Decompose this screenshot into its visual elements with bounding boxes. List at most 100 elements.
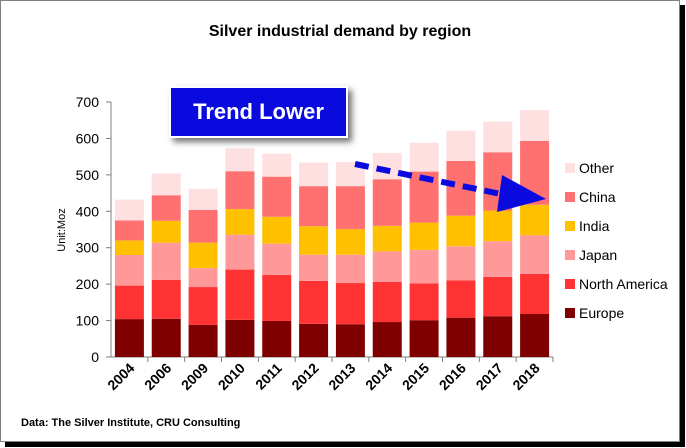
legend-swatch-japan (565, 250, 575, 260)
bar-segment-north-america (335, 283, 365, 325)
bar-segment-india (299, 226, 329, 255)
legend-label-india: India (579, 218, 610, 234)
bar-segment-other (262, 153, 292, 177)
bar-segment-china (335, 186, 365, 230)
bar-segment-europe (372, 322, 402, 357)
bar-segment-india (262, 216, 292, 244)
bar-segment-europe (151, 318, 181, 357)
bar-segment-india (446, 215, 476, 247)
bar-segment-japan (225, 234, 255, 270)
trend-arrow-line (354, 161, 502, 197)
bar-segment-other (409, 142, 439, 172)
y-axis-label: Unit:Moz (56, 208, 68, 251)
legend-swatch-india (565, 221, 575, 231)
chart-title: Silver industrial demand by region (208, 23, 472, 40)
bar-segment-japan (520, 235, 550, 274)
trend-callout: Trend Lower (169, 86, 348, 138)
y-tick-label: 300 (76, 240, 100, 256)
bar-segment-china (262, 176, 292, 217)
bar-segment-europe (446, 317, 476, 357)
bar-segment-europe (262, 320, 292, 357)
bar-segment-europe (225, 319, 255, 357)
x-tick-label: 2013 (325, 360, 358, 393)
bar-segment-other (151, 173, 181, 196)
trend-arrow (354, 161, 546, 212)
bar-segment-japan (262, 243, 292, 276)
bar-segment-north-america (188, 287, 218, 325)
bar-segment-china (151, 195, 181, 221)
bar-segment-other (299, 162, 329, 187)
bar-segment-north-america (483, 276, 513, 317)
bar-segment-china (372, 179, 402, 226)
x-tick-label: 2015 (399, 360, 432, 393)
legend-label-china: China (579, 189, 616, 205)
bar-segment-japan (188, 268, 218, 288)
y-tick-label: 100 (76, 313, 100, 329)
bar-segment-europe (188, 324, 218, 357)
bar-segment-china (114, 220, 144, 241)
bar-segment-other (225, 148, 255, 172)
bar-segment-japan (299, 254, 329, 281)
bar-segment-japan (409, 249, 439, 284)
legend-label-europe: Europe (579, 305, 624, 321)
x-tick-label: 2011 (252, 360, 285, 393)
legend-label-japan: Japan (579, 247, 617, 263)
x-tick-label: 2017 (473, 360, 506, 393)
bar-segment-europe (483, 316, 513, 357)
bar-segment-japan (483, 241, 513, 277)
legend: Other China India Japan North America Europe (565, 160, 668, 321)
bar-segment-india (188, 242, 218, 269)
y-tick-label: 400 (76, 203, 100, 219)
bar-segment-india (409, 222, 439, 250)
bar-segment-china (299, 186, 329, 227)
bar-segment-other (114, 199, 144, 221)
x-tick-label: 2012 (288, 360, 321, 393)
x-tick-label: 2009 (178, 360, 211, 393)
bar-segment-north-america (299, 280, 329, 324)
chart-frame: Silver industrial demand by region 0 100 2… (0, 0, 680, 442)
bar-segment-europe (409, 320, 439, 357)
bar-segment-japan (372, 251, 402, 282)
legend-label-north-america: North America (579, 276, 668, 292)
bar-segment-europe (114, 319, 144, 357)
y-tick-label: 200 (76, 276, 100, 292)
legend-swatch-china (565, 192, 575, 202)
x-tick-label: 2006 (141, 360, 174, 393)
legend-swatch-north-america (565, 279, 575, 289)
bars (114, 110, 550, 357)
bar-segment-india (335, 229, 365, 255)
legend-swatch-other (565, 163, 575, 173)
bar-segment-north-america (409, 283, 439, 321)
bar-segment-north-america (446, 280, 476, 318)
bar-segment-europe (335, 324, 365, 357)
bar-segment-north-america (114, 285, 144, 320)
x-tick-label: 2004 (104, 360, 137, 393)
y-tick-label: 0 (91, 349, 99, 365)
bar-segment-japan (151, 242, 181, 280)
trend-arrow-head (497, 175, 546, 212)
bar-segment-india (520, 204, 550, 236)
bar-segment-india (151, 220, 181, 243)
bar-segment-north-america (225, 269, 255, 320)
bar-segment-north-america (520, 273, 550, 315)
bar-segment-other (520, 110, 550, 141)
bar-segment-north-america (262, 275, 292, 321)
bar-segment-japan (114, 255, 144, 286)
bar-segment-japan (335, 254, 365, 284)
bar-segment-india (114, 240, 144, 255)
bar-segment-other (446, 130, 476, 162)
legend-label-other: Other (579, 160, 614, 176)
bar-segment-japan (446, 246, 476, 281)
source-note: Data: The Silver Institute, CRU Consulti… (21, 417, 241, 429)
y-tick-label: 500 (76, 167, 100, 183)
x-tick-label: 2014 (362, 360, 395, 393)
x-tick-label: 2018 (509, 360, 542, 393)
bar-segment-china (188, 209, 218, 243)
bar-segment-india (372, 225, 402, 252)
bar-segment-north-america (372, 281, 402, 323)
y-tick-label: 600 (76, 130, 100, 146)
bar-segment-china (225, 171, 255, 210)
bar-segment-europe (299, 323, 329, 357)
bar-segment-other (188, 188, 218, 210)
